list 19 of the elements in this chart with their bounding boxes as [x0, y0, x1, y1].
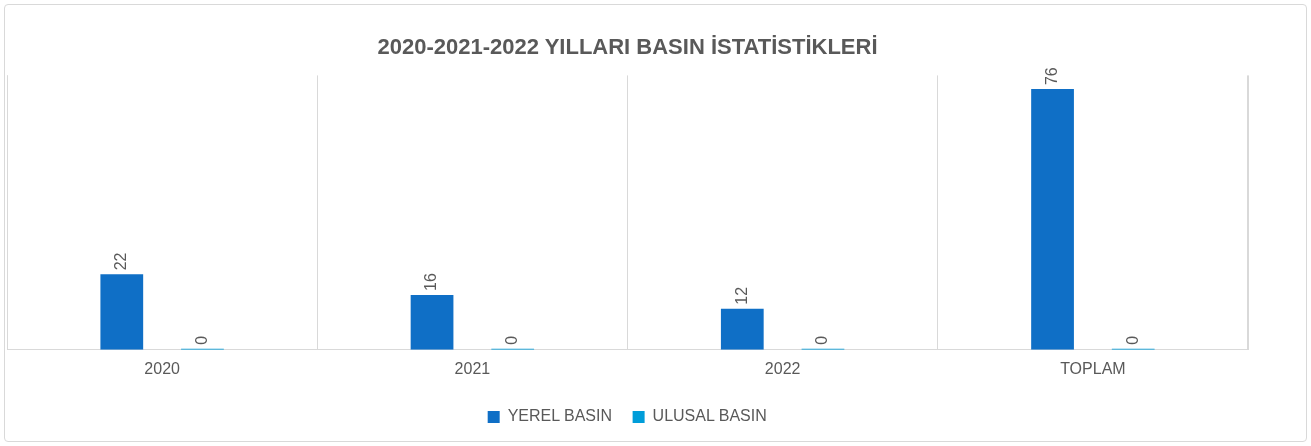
bar: [100, 274, 144, 350]
x-tick-label: 2021: [454, 359, 491, 377]
data-label: 12: [732, 286, 750, 305]
data-label: 0: [503, 335, 521, 345]
chart-title: 2020-2021-2022 YILLARI BASIN İSTATİSTİKLERİ: [377, 34, 878, 60]
x-tick-label: 2022: [764, 359, 801, 377]
data-label: 22: [112, 252, 130, 271]
data-label: 0: [192, 335, 210, 345]
x-tick-label: TOPLAM: [1060, 359, 1126, 377]
bar: [720, 308, 764, 350]
bar: [410, 294, 454, 350]
x-tick-label: 2020: [144, 359, 181, 377]
bar: [1031, 89, 1074, 350]
data-label: 16: [422, 273, 440, 291]
data-label: 0: [1123, 335, 1141, 345]
data-label: 0: [813, 335, 831, 345]
data-label: 76: [1042, 67, 1060, 86]
legend-label: ULUSAL BASIN: [652, 407, 767, 425]
legend-label: YEREL BASIN: [507, 407, 613, 425]
